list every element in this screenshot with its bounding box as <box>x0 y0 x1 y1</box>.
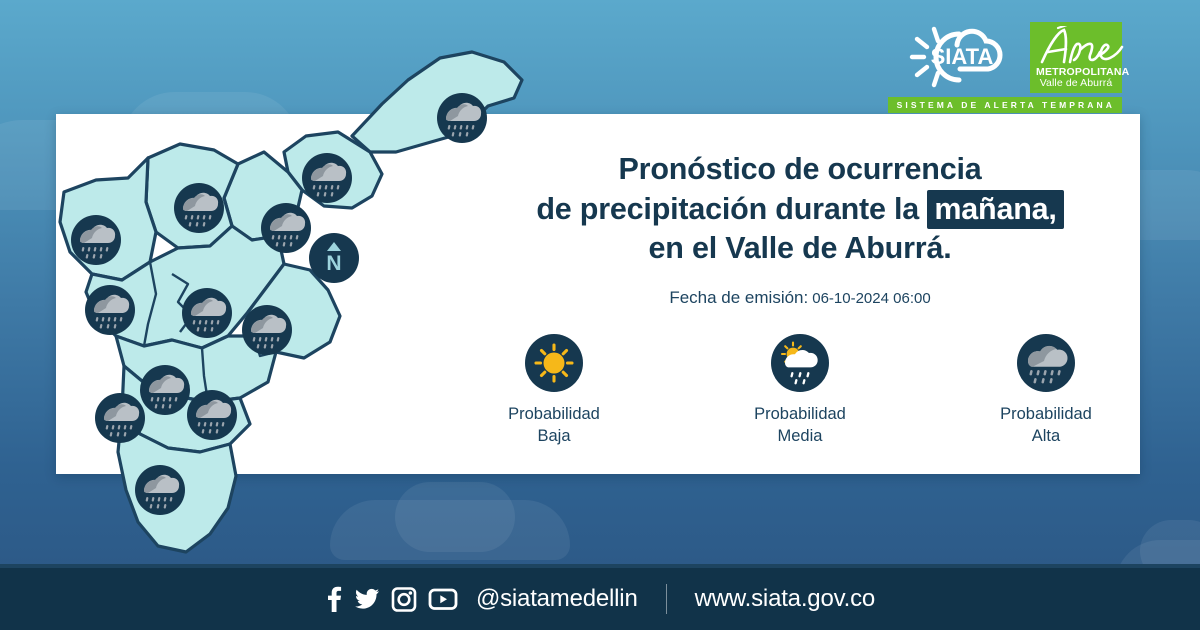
social-links <box>325 585 458 613</box>
compass-label: N <box>326 252 341 275</box>
social-handle[interactable]: @siatamedellin <box>475 585 638 612</box>
headline-line-1: Pronóstico de ocurrencia <box>618 152 982 186</box>
legend-label-alta: Probabilidad Alta <box>1000 403 1092 448</box>
area-metropolitana-logo: METROPOLITANA Valle de Aburrá <box>1030 22 1130 93</box>
page-title: Pronóstico de ocurrencia de precipitació… <box>470 150 1130 269</box>
legend-media-line1: Probabilidad <box>754 404 846 423</box>
logo-row: SIATA METROPOLITANA Valle de Aburrá <box>904 22 1130 93</box>
marker-caldas[interactable] <box>95 393 145 443</box>
headline-line-3: en el Valle de Aburrá. <box>648 231 952 266</box>
marker-girardota[interactable] <box>302 153 352 203</box>
legend-item-baja[interactable]: Probabilidad Baja <box>479 333 629 448</box>
facebook-icon[interactable] <box>325 585 343 613</box>
sun-icon <box>525 333 583 392</box>
marker-copacabana[interactable] <box>261 203 311 253</box>
headline-highlight: mañana, <box>927 189 1064 229</box>
marker-barbosa[interactable] <box>437 93 487 143</box>
twitter-icon[interactable] <box>354 586 380 612</box>
headline-line-2-text: de precipitación durante la <box>536 191 928 226</box>
compass-north-icon: N <box>309 233 359 283</box>
legend-baja-line2: Baja <box>537 427 571 446</box>
footer-separator <box>665 584 667 614</box>
footer-bar: @siatamedellin www.siata.gov.co <box>0 568 1200 630</box>
probability-legend: Probabilidad Baja <box>470 333 1130 448</box>
legend-baja-line1: Probabilidad <box>508 404 600 423</box>
marker-caldas-sur[interactable] <box>135 465 185 515</box>
legend-label-baja: Probabilidad Baja <box>508 403 600 448</box>
region-barbosa <box>350 50 524 154</box>
youtube-icon[interactable] <box>428 587 458 611</box>
area-line1: METROPOLITANA <box>1036 66 1130 78</box>
legend-item-alta[interactable]: Probabilidad Alta <box>971 333 1121 448</box>
website-url[interactable]: www.siata.gov.co <box>694 585 876 612</box>
marker-san-pedro[interactable] <box>174 183 224 233</box>
marker-bello[interactable] <box>71 215 121 265</box>
issue-date-value: 06-10-2024 06:00 <box>812 289 931 307</box>
headline-line-2: de precipitación durante la mañana, <box>470 189 1130 230</box>
cloud-rain-icon <box>1017 333 1075 392</box>
marker-sabaneta[interactable] <box>140 365 190 415</box>
sun-cloud-rain-icon <box>771 333 829 392</box>
marker-medellin[interactable] <box>182 288 232 338</box>
siata-logo-icon: SIATA <box>909 26 1003 87</box>
marker-la-estrella[interactable] <box>187 390 237 440</box>
legend-media-line2: Media <box>777 427 823 446</box>
marker-itagui[interactable] <box>85 285 135 335</box>
legend-label-media: Probabilidad Media <box>754 403 846 448</box>
aburra-valley-map: N <box>52 40 552 570</box>
instagram-icon[interactable] <box>391 586 417 612</box>
footer-divider-line <box>0 564 1200 568</box>
marker-envigado[interactable] <box>242 305 292 355</box>
forecast-panel: Pronóstico de ocurrencia de precipitació… <box>470 150 1130 447</box>
legend-alta-line1: Probabilidad <box>1000 404 1092 423</box>
legend-item-media[interactable]: Probabilidad Media <box>725 333 875 448</box>
siata-wordmark: SIATA <box>931 44 994 69</box>
issue-date: Fecha de emisión: 06-10-2024 06:00 <box>470 288 1130 308</box>
area-script-icon <box>1040 26 1124 64</box>
brand-header: SIATA METROPOLITANA Valle de Aburrá <box>887 22 1130 113</box>
legend-alta-line2: Alta <box>1031 427 1061 446</box>
tagline-banner: SISTEMA DE ALERTA TEMPRANA <box>887 97 1122 113</box>
issue-date-label: Fecha de emisión: <box>669 287 809 307</box>
area-line2: Valle de Aburrá <box>1039 76 1113 89</box>
